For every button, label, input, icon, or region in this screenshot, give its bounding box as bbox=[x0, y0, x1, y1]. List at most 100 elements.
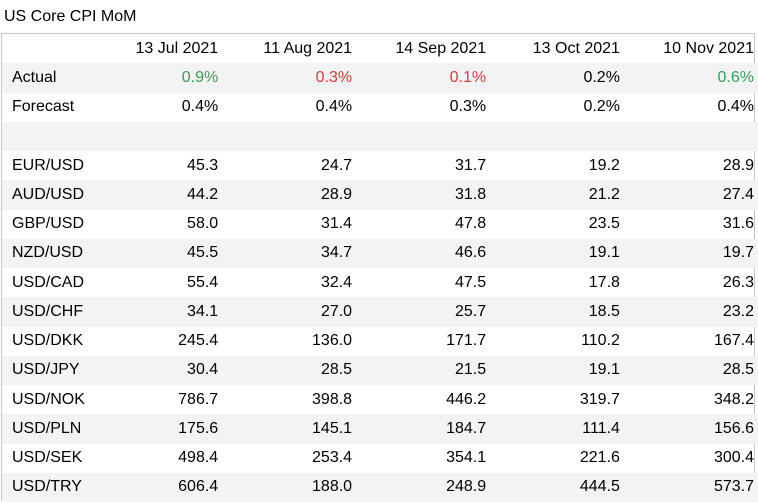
pair-value: 21.5 bbox=[356, 355, 491, 385]
pair-value: 25.7 bbox=[356, 297, 491, 327]
pair-value: 300.4 bbox=[713, 449, 754, 467]
pair-value: 26.3 bbox=[722, 273, 754, 291]
pair-value: 21.2 bbox=[490, 180, 624, 210]
pair-value: 55.4 bbox=[187, 273, 219, 291]
actual-value: 0.2% bbox=[490, 63, 624, 93]
header-row: 13 Jul 2021 11 Aug 2021 14 Sep 2021 13 O… bbox=[2, 34, 758, 63]
pair-value: 444.5 bbox=[490, 472, 624, 502]
pair-value: 58.0 bbox=[187, 215, 219, 233]
pair-label: USD/PLN bbox=[2, 414, 102, 444]
pair-value: 111.4 bbox=[490, 414, 624, 444]
pair-rows: EUR/USD 45.3 24.7 31.7 19.2 28.9 AUD/USD 44.2 28… bbox=[2, 151, 758, 502]
actual-row: Actual 0.9% 0.3% 0.1% 0.2% 0.6% bbox=[2, 63, 758, 93]
pair-row: GBP/USD 58.0 31.4 47.8 23.5 31.6 bbox=[2, 210, 758, 239]
pair-value: 221.6 bbox=[579, 449, 620, 467]
pair-value: 167.4 bbox=[713, 332, 754, 350]
pair-value: 348.2 bbox=[713, 390, 754, 408]
pair-value: 110.2 bbox=[581, 332, 620, 350]
pair-row: EUR/USD 45.3 24.7 31.7 19.2 28.9 bbox=[2, 151, 758, 180]
forecast-value: 0.4% bbox=[717, 98, 754, 116]
forecast-row: Forecast 0.4% 0.4% 0.3% 0.2% 0.4% bbox=[2, 93, 758, 122]
pair-row: USD/JPY 30.4 28.5 21.5 19.1 28.5 bbox=[2, 355, 758, 385]
pair-value: 32.4 bbox=[320, 273, 353, 291]
pair-row: USD/DKK 245.4 136.0 171.7 110.2 167.4 bbox=[2, 327, 758, 356]
header-corner-cell bbox=[2, 34, 102, 63]
pair-value: 136.0 bbox=[312, 332, 353, 350]
pair-value: 184.7 bbox=[356, 414, 491, 444]
pair-value: 27.0 bbox=[222, 297, 357, 327]
pair-label: AUD/USD bbox=[2, 180, 102, 210]
pair-value: 23.5 bbox=[588, 215, 620, 233]
pair-value: 19.7 bbox=[623, 238, 758, 268]
pair-value: 31.4 bbox=[320, 215, 353, 233]
pair-label: EUR/USD bbox=[12, 156, 85, 174]
pair-value: 28.5 bbox=[222, 355, 357, 385]
pair-value: 31.7 bbox=[454, 156, 487, 174]
pair-row: USD/TRY 606.4 188.0 248.9 444.5 573.7 bbox=[2, 472, 758, 502]
actual-value: 0.6% bbox=[623, 63, 758, 93]
actual-value: 0.1% bbox=[356, 63, 491, 93]
date-header: 14 Sep 2021 bbox=[395, 39, 487, 57]
pair-value: 18.5 bbox=[490, 297, 624, 327]
pair-value: 28.9 bbox=[722, 156, 754, 174]
pair-value: 188.0 bbox=[222, 472, 357, 502]
spacer-cell bbox=[623, 121, 758, 151]
pair-label: USD/JPY bbox=[2, 355, 102, 385]
pair-value: 17.8 bbox=[588, 273, 620, 291]
date-header: 13 Oct 2021 bbox=[532, 39, 620, 57]
actual-value: 0.9% bbox=[101, 63, 223, 93]
pair-value: 30.4 bbox=[101, 355, 223, 385]
pair-row: USD/NOK 786.7 398.8 446.2 319.7 348.2 bbox=[2, 385, 758, 414]
date-header: 13 Jul 2021 bbox=[135, 39, 219, 57]
spacer-cell bbox=[490, 121, 624, 151]
pair-value: 34.7 bbox=[222, 238, 357, 268]
pair-value: 47.5 bbox=[454, 273, 487, 291]
pair-row: NZD/USD 45.5 34.7 46.6 19.1 19.7 bbox=[2, 238, 758, 268]
forecast-value: 0.4% bbox=[181, 98, 219, 116]
pair-value: 606.4 bbox=[101, 472, 223, 502]
pair-value: 45.5 bbox=[101, 238, 223, 268]
pair-row: USD/SEK 498.4 253.4 354.1 221.6 300.4 bbox=[2, 444, 758, 473]
pair-value: 319.7 bbox=[579, 390, 620, 408]
pair-value: 44.2 bbox=[101, 180, 223, 210]
pair-value: 45.3 bbox=[187, 156, 219, 174]
spacer-cell bbox=[356, 121, 491, 151]
pair-value: 145.1 bbox=[222, 414, 357, 444]
actual-value: 0.3% bbox=[222, 63, 357, 93]
cpi-reaction-table: 13 Jul 2021 11 Aug 2021 14 Sep 2021 13 O… bbox=[2, 34, 758, 502]
pair-value: 19.1 bbox=[490, 355, 624, 385]
pair-value: 23.2 bbox=[623, 297, 758, 327]
pair-value: 19.1 bbox=[490, 238, 624, 268]
pair-value: 156.6 bbox=[623, 414, 758, 444]
pair-value: 47.8 bbox=[454, 215, 487, 233]
spacer-cell bbox=[222, 121, 357, 151]
date-header: 11 Aug 2021 bbox=[263, 39, 353, 57]
forecast-value: 0.2% bbox=[583, 98, 620, 116]
pair-value: 31.6 bbox=[722, 215, 754, 233]
pair-value: 253.4 bbox=[312, 449, 353, 467]
pair-value: 19.2 bbox=[588, 156, 620, 174]
pair-value: 27.4 bbox=[623, 180, 758, 210]
pair-label: USD/CAD bbox=[12, 273, 85, 291]
pair-value: 28.5 bbox=[623, 355, 758, 385]
pair-value: 446.2 bbox=[446, 390, 487, 408]
pair-label: USD/NOK bbox=[12, 390, 85, 408]
pair-value: 31.8 bbox=[356, 180, 491, 210]
pair-label: NZD/USD bbox=[2, 238, 102, 268]
pair-value: 398.8 bbox=[312, 390, 353, 408]
pair-row: USD/CAD 55.4 32.4 47.5 17.8 26.3 bbox=[2, 268, 758, 297]
pair-row: USD/PLN 175.6 145.1 184.7 111.4 156.6 bbox=[2, 414, 758, 444]
pair-value: 786.7 bbox=[178, 390, 219, 408]
date-header: 10 Nov 2021 bbox=[663, 39, 754, 57]
pair-row: AUD/USD 44.2 28.9 31.8 21.2 27.4 bbox=[2, 180, 758, 210]
forecast-value: 0.3% bbox=[449, 98, 487, 116]
pair-value: 248.9 bbox=[356, 472, 491, 502]
table-title: US Core CPI MoM bbox=[4, 8, 137, 25]
pair-value: 245.4 bbox=[178, 332, 219, 350]
pair-value: 573.7 bbox=[623, 472, 758, 502]
forecast-value: 0.4% bbox=[315, 98, 353, 116]
pair-label: GBP/USD bbox=[12, 215, 85, 233]
pair-label: USD/SEK bbox=[12, 449, 83, 467]
pair-value: 171.7 bbox=[446, 332, 487, 350]
row-label: Actual bbox=[2, 63, 102, 93]
